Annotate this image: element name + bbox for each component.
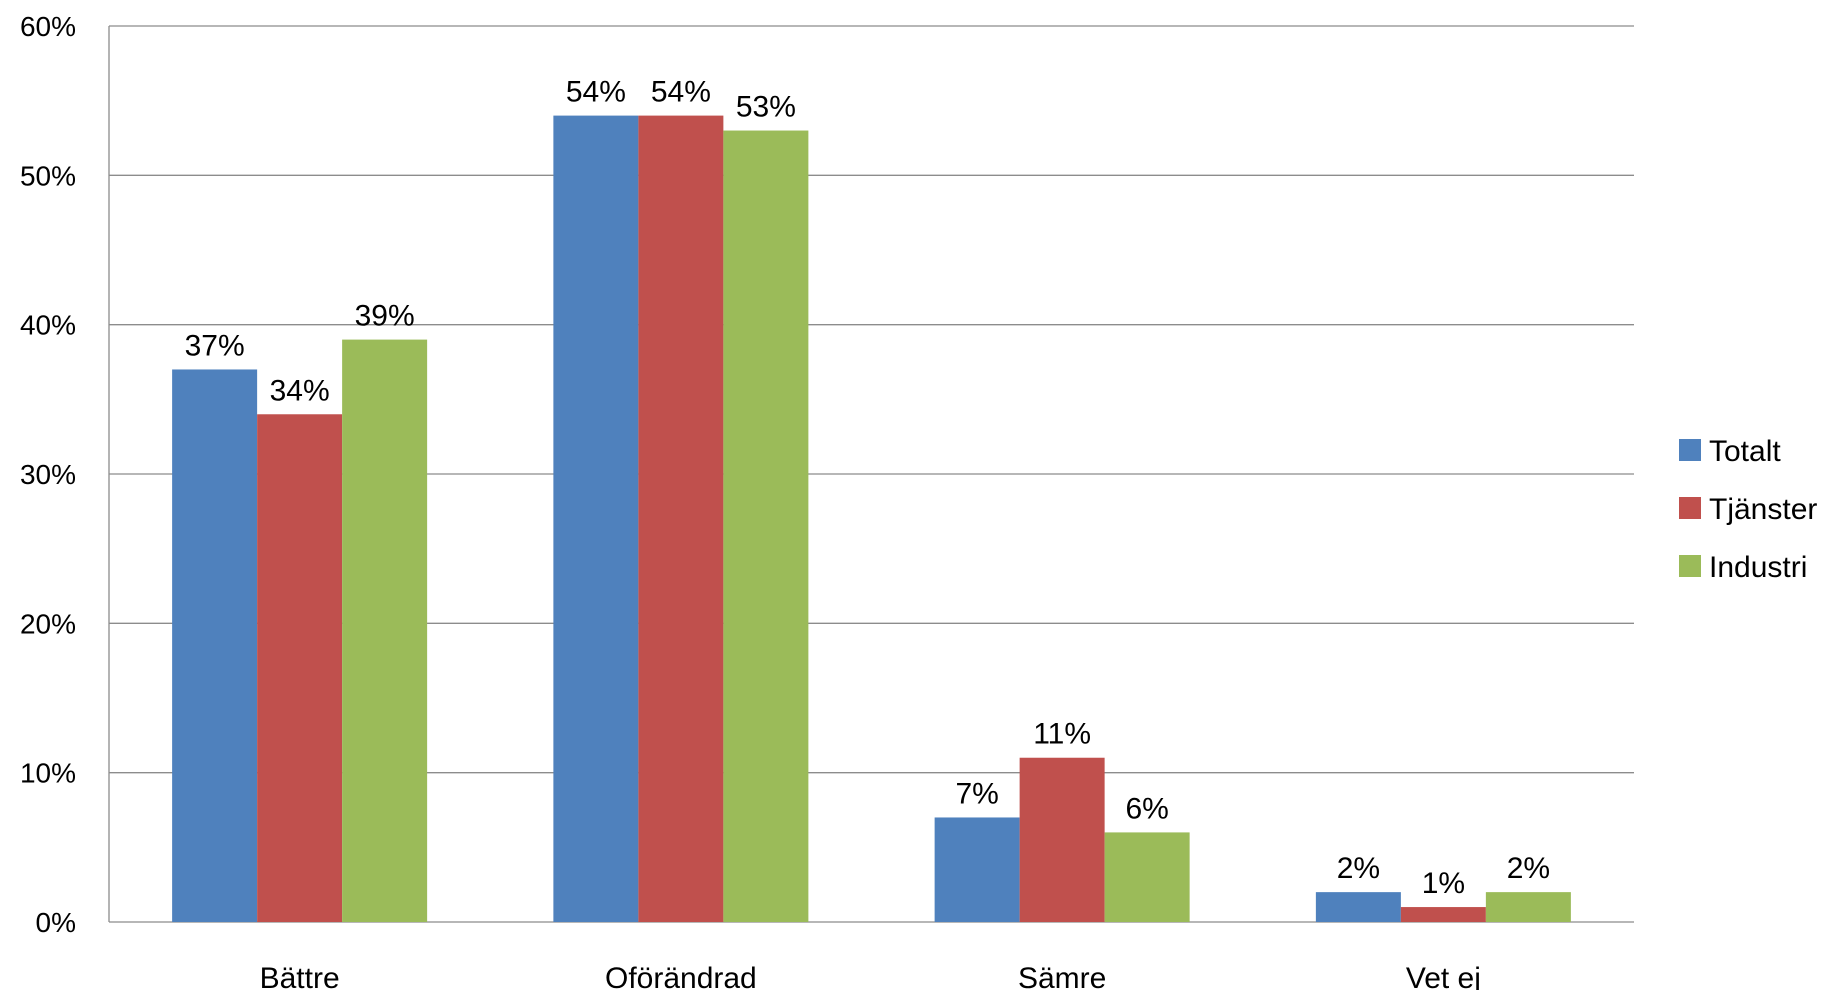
- bar-tjänster-1: [638, 115, 724, 923]
- legend-label: Totalt: [1709, 435, 1781, 468]
- bar-industri-3: [1485, 892, 1571, 922]
- bar-totalt-2: [934, 817, 1020, 922]
- y-tick-label: 50%: [20, 160, 76, 191]
- x-tick-label: Vet ej: [1406, 962, 1481, 990]
- bars: [172, 115, 1571, 923]
- data-label: 1%: [1422, 867, 1465, 900]
- x-tick-labels: Bättre Oförändrad Sämre Vet ej: [260, 962, 1481, 995]
- data-label: 34%: [270, 374, 330, 407]
- x-tick-label: Sämre: [1018, 962, 1106, 990]
- legend-label: Tjänster: [1709, 493, 1817, 526]
- bar-industri-2: [1104, 832, 1190, 922]
- bar-industri-1: [723, 130, 809, 923]
- y-tick-label: 60%: [20, 11, 76, 42]
- y-tick-label: 40%: [20, 310, 76, 341]
- data-label: 2%: [1507, 852, 1550, 885]
- data-label: 11%: [1033, 718, 1091, 751]
- data-label: 53%: [736, 91, 796, 124]
- y-tick-label: 10%: [20, 758, 76, 789]
- legend-label: Industri: [1709, 551, 1807, 584]
- x-tick-label: Bättre: [260, 962, 340, 990]
- y-tick-label: 30%: [20, 459, 76, 490]
- data-label: 39%: [355, 300, 415, 333]
- bar-totalt-0: [172, 369, 258, 922]
- data-label: 7%: [955, 777, 998, 810]
- y-tick-label: 20%: [20, 608, 76, 639]
- data-label: 6%: [1125, 792, 1168, 825]
- data-label: 54%: [651, 76, 711, 109]
- bar-tjänster-0: [257, 414, 343, 922]
- legend-swatch-totalt: [1679, 439, 1701, 461]
- bar-totalt-3: [1315, 892, 1401, 922]
- bar-tjänster-2: [1019, 757, 1105, 922]
- data-label: 54%: [566, 76, 626, 109]
- legend: Totalt Tjänster Industri: [1679, 435, 1817, 584]
- bar-industri-0: [342, 339, 428, 923]
- y-tick-label: 0%: [36, 907, 76, 938]
- bar-totalt-1: [553, 115, 639, 923]
- bar-tjänster-3: [1400, 907, 1486, 922]
- x-tick-label: Oförändrad: [605, 962, 757, 990]
- data-label: 37%: [185, 329, 245, 362]
- legend-swatch-industri: [1679, 555, 1701, 577]
- data-label: 2%: [1337, 852, 1380, 885]
- y-tick-labels: 0% 10% 20% 30% 40% 50% 60%: [20, 11, 76, 938]
- data-labels: 37% 34% 39% 54% 54% 53% 7% 11% 6% 2% 1% 2%: [185, 76, 1550, 900]
- legend-swatch-tjänster: [1679, 497, 1701, 519]
